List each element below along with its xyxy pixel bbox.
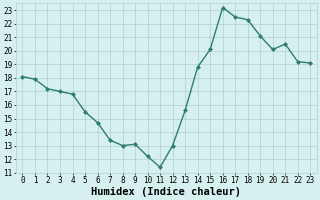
X-axis label: Humidex (Indice chaleur): Humidex (Indice chaleur) <box>92 186 241 197</box>
